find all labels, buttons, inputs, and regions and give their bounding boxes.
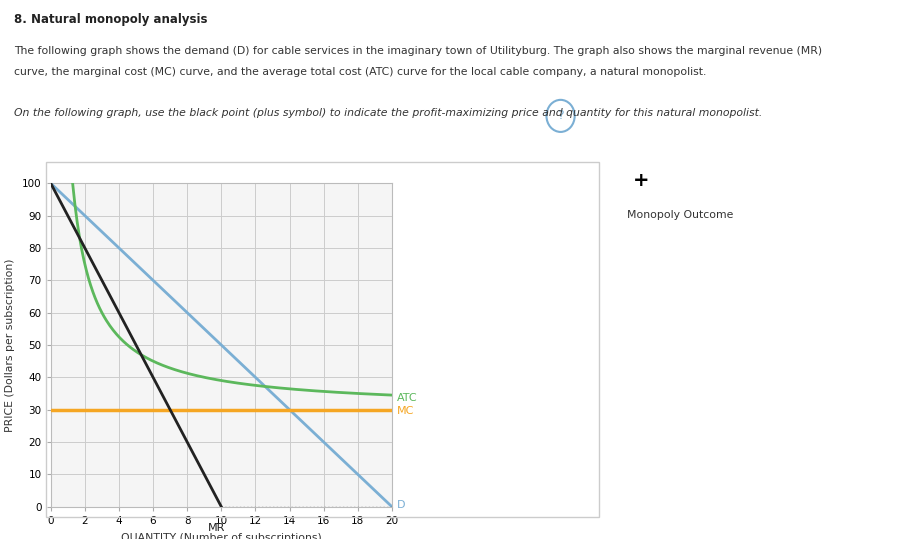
- Text: On the following graph, use the black point (plus symbol) to indicate the profit: On the following graph, use the black po…: [14, 108, 762, 118]
- Text: 8. Natural monopoly analysis: 8. Natural monopoly analysis: [14, 13, 207, 26]
- Y-axis label: PRICE (Dollars per subscription): PRICE (Dollars per subscription): [6, 258, 15, 432]
- Text: The following graph shows the demand (D) for cable services in the imaginary tow: The following graph shows the demand (D)…: [14, 46, 822, 56]
- Text: MR: MR: [207, 523, 225, 533]
- Text: MC: MC: [397, 406, 414, 416]
- Text: curve, the marginal cost (MC) curve, and the average total cost (ATC) curve for : curve, the marginal cost (MC) curve, and…: [14, 67, 706, 78]
- Text: Monopoly Outcome: Monopoly Outcome: [627, 210, 733, 220]
- X-axis label: QUANTITY (Number of subscriptions): QUANTITY (Number of subscriptions): [121, 533, 322, 539]
- Text: ?: ?: [557, 109, 564, 122]
- Text: +: +: [632, 171, 649, 190]
- Text: D: D: [397, 500, 406, 510]
- Text: ATC: ATC: [397, 393, 418, 403]
